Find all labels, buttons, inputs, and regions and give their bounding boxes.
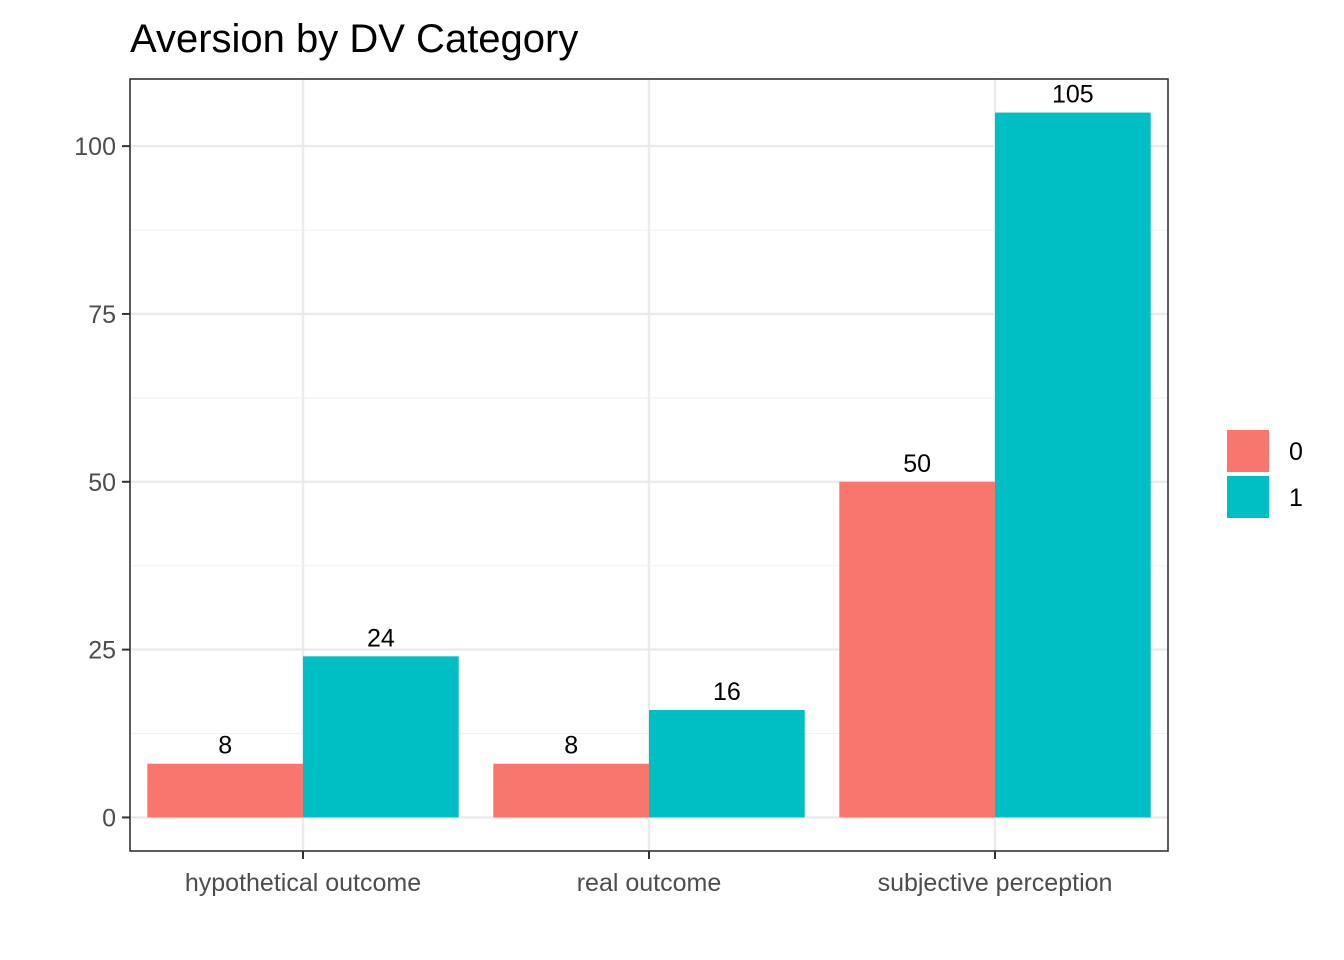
legend: 01 — [1227, 430, 1303, 518]
x-tick-label: hypothetical outcome — [185, 869, 421, 897]
bar — [995, 112, 1151, 818]
bar — [493, 763, 649, 818]
y-tick-label: 0 — [102, 804, 116, 832]
x-tick-label: real outcome — [577, 869, 722, 897]
legend-label: 0 — [1289, 438, 1303, 466]
y-tick-label: 100 — [74, 133, 116, 161]
data-label: 105 — [1052, 81, 1094, 109]
data-label: 16 — [713, 678, 741, 706]
bar — [147, 763, 303, 818]
y-tick-label: 75 — [88, 301, 116, 329]
legend-key — [1227, 430, 1269, 472]
data-label: 8 — [564, 732, 578, 760]
data-label: 50 — [903, 450, 931, 478]
data-label: 8 — [218, 732, 232, 760]
bar — [839, 481, 995, 818]
bar — [649, 710, 805, 818]
x-tick-label: subjective perception — [878, 869, 1113, 897]
bar — [303, 656, 459, 818]
legend-label: 1 — [1289, 484, 1303, 512]
chart-title: Aversion by DV Category — [130, 17, 578, 61]
y-tick-label: 50 — [88, 469, 116, 497]
data-label: 24 — [367, 624, 395, 652]
y-tick-label: 25 — [88, 637, 116, 665]
plot-panel: 8 8 50 24 16 105 0 25 50 75 100 hypothetical outcom… — [74, 78, 1169, 897]
legend-key — [1227, 476, 1269, 518]
